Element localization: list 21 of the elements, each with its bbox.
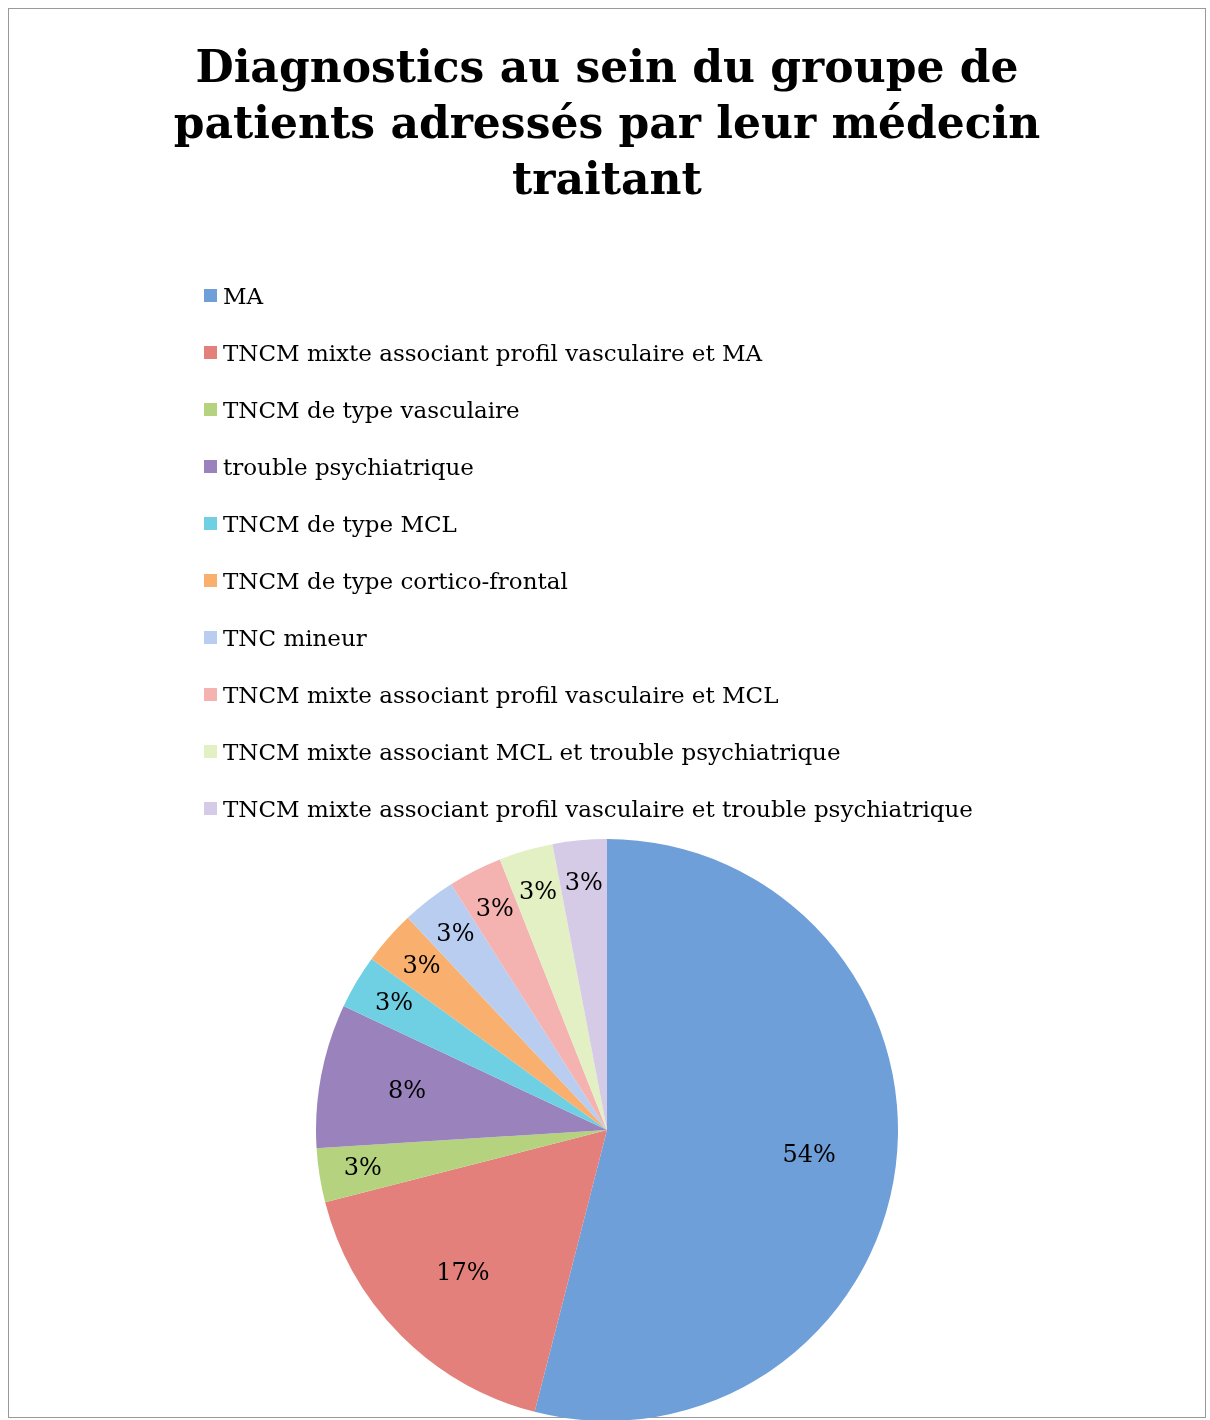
legend-label: TNCM mixte associant MCL et trouble psychiatrique [223,738,841,765]
data-label: 3% [564,867,603,896]
legend-label: TNCM de type MCL [223,510,457,537]
legend-label: TNCM mixte associant profil vasculaire et MCL [223,681,779,708]
chart-title: Diagnostics au sein du groupe de patients adressés par leur médecin traitant [172,40,1042,206]
legend-label: TNCM de type vasculaire [223,396,520,423]
legend-label: TNCM de type cortico-frontal [223,567,568,594]
legend-label: TNC mineur [223,624,367,651]
data-label: 54% [782,1139,836,1168]
legend-label: TNCM mixte associant profil vasculaire et MA [223,339,763,366]
data-label: 3% [343,1152,382,1181]
legend-label: MA [223,282,264,309]
data-label: 3% [436,918,475,947]
legend-label: TNCM mixte associant profil vasculaire et trouble psychiatrique [223,795,973,822]
data-label: 3% [475,893,514,922]
data-label: 3% [375,988,414,1017]
legend-label: trouble psychiatrique [223,453,474,480]
data-label: 8% [387,1076,426,1105]
data-label: 17% [436,1258,490,1287]
data-label: 3% [402,950,441,979]
data-label: 3% [518,876,558,905]
